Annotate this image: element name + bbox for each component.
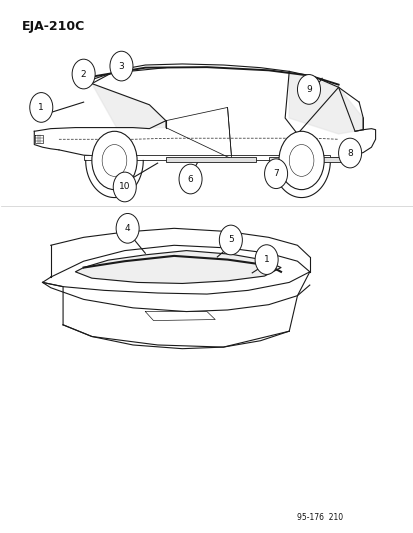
Text: 9: 9 xyxy=(305,85,311,94)
Text: 10: 10 xyxy=(119,182,130,191)
Circle shape xyxy=(30,93,53,122)
Text: 7: 7 xyxy=(273,169,278,178)
Circle shape xyxy=(110,51,133,81)
Text: 2: 2 xyxy=(81,69,86,78)
Polygon shape xyxy=(289,71,362,134)
Text: 4: 4 xyxy=(125,224,130,233)
Circle shape xyxy=(113,172,136,202)
Text: 95-176  210: 95-176 210 xyxy=(297,513,343,522)
Circle shape xyxy=(297,75,320,104)
Text: 6: 6 xyxy=(187,174,193,183)
Text: 5: 5 xyxy=(228,236,233,245)
Polygon shape xyxy=(75,251,280,284)
Circle shape xyxy=(278,131,323,190)
Circle shape xyxy=(178,164,202,194)
Circle shape xyxy=(254,245,278,274)
Polygon shape xyxy=(92,84,166,127)
Circle shape xyxy=(92,131,137,190)
Text: 1: 1 xyxy=(38,103,44,112)
Text: 8: 8 xyxy=(347,149,352,158)
Text: 1: 1 xyxy=(263,255,269,264)
FancyBboxPatch shape xyxy=(166,157,256,161)
Circle shape xyxy=(72,59,95,89)
Circle shape xyxy=(219,225,242,255)
Text: EJA-210C: EJA-210C xyxy=(22,20,85,33)
FancyBboxPatch shape xyxy=(268,157,342,161)
Circle shape xyxy=(264,159,287,189)
FancyBboxPatch shape xyxy=(83,155,330,160)
Circle shape xyxy=(116,214,139,243)
Text: 3: 3 xyxy=(118,62,124,70)
Circle shape xyxy=(338,138,361,168)
